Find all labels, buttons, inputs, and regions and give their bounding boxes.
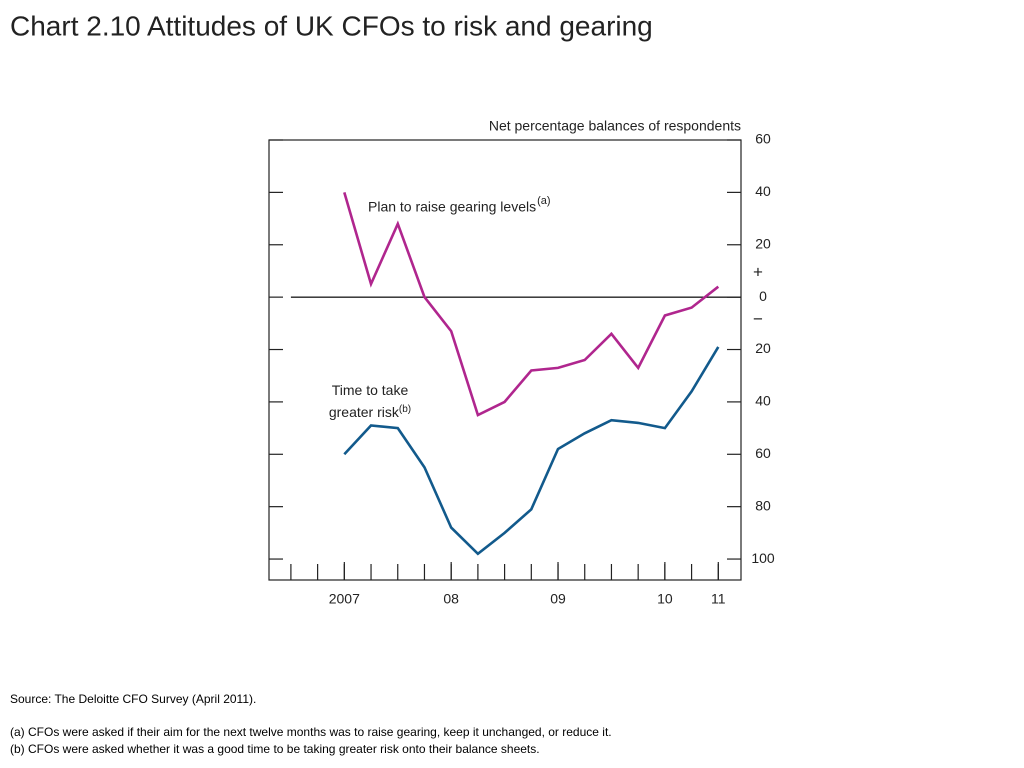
y-tick-label: 20 [755,340,771,356]
x-tick-label: 08 [443,591,459,607]
x-tick-label: 10 [657,591,673,607]
sign-plus: + [753,262,763,281]
series-line [343,346,720,556]
y-tick-label: 40 [755,183,771,199]
slide-title: Chart 2.10 Attitudes of UK CFOs to risk … [10,10,653,41]
series-note: (a) [537,195,550,207]
axis-label: Net percentage balances of respondents [489,118,741,134]
y-tick-label: 40 [755,393,771,409]
y-tick-label: 20 [755,235,771,251]
series-name: Plan to raise gearing levels [368,199,536,215]
series-line [343,192,720,417]
footnote: (a) CFOs were asked if their aim for the… [10,725,612,739]
y-tick-label: 100 [751,550,775,566]
series-name: Time to take greater risk [328,382,409,420]
x-tick-label: 11 [711,591,726,607]
source: Source: The Deloitte CFO Survey (April 2… [10,692,256,706]
series-annotation: Time to take greater risk(b) [318,379,422,423]
sign-minus: − [753,309,763,328]
x-tick-label: 2007 [329,591,360,607]
y-tick-label: 0 [759,288,767,304]
y-tick-label: 60 [755,445,771,461]
series-note: (b) [398,404,412,415]
y-tick-label: 80 [755,497,771,513]
y-tick-label: 60 [755,131,771,147]
footnote: (b) CFOs were asked whether it was a goo… [10,742,540,756]
x-tick-label: 09 [550,591,566,607]
